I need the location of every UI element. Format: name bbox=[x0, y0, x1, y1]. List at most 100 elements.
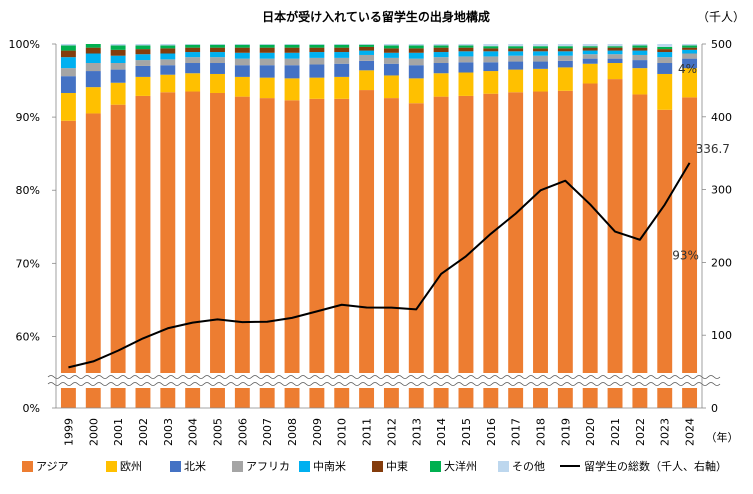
bar-segment-1999-北米 bbox=[60, 76, 76, 93]
bar-segment-2010-北米 bbox=[334, 63, 350, 77]
bar-segment-2018-北米 bbox=[533, 61, 548, 69]
bar-segment-2000-アフリカ bbox=[85, 63, 101, 72]
x-axis-tick-label: 2010 bbox=[336, 418, 349, 446]
bar-segment-2017-アフリカ bbox=[508, 55, 524, 62]
bar-segment-2022-中東 bbox=[632, 47, 648, 51]
bar-segment-2006-欧州 bbox=[234, 76, 250, 97]
legend-label-大洋州: 大洋州 bbox=[444, 459, 477, 473]
bar-segment-1999-中東 bbox=[60, 50, 76, 58]
bar-segment-2004-中南米 bbox=[185, 52, 201, 58]
chart-title: 日本が受け入れている留学生の出身地構成 bbox=[262, 9, 490, 24]
bar-segment-2016-北米 bbox=[483, 62, 499, 72]
bar-segment-2016-中東 bbox=[483, 48, 499, 52]
bar-segment-2011-大洋州 bbox=[359, 44, 375, 47]
bar-segment-2011-北米 bbox=[359, 60, 375, 71]
bar-segment-2007-その他 bbox=[259, 44, 275, 45]
bar-segment-2012-欧州 bbox=[383, 75, 399, 99]
x-axis-tick-label: 2000 bbox=[87, 418, 100, 446]
bar-segment-2019-中南米 bbox=[557, 51, 573, 56]
x-axis-tick-label: 2020 bbox=[584, 418, 597, 446]
bar-base-stub-2004 bbox=[185, 388, 201, 408]
bar-segment-2018-アフリカ bbox=[533, 55, 548, 62]
bar-segment-2017-その他 bbox=[508, 44, 524, 47]
legend-swatch-中東 bbox=[372, 461, 383, 472]
bar-segment-2023-北米 bbox=[657, 63, 673, 74]
bar-segment-2005-その他 bbox=[210, 44, 225, 45]
bar-segment-2020-中南米 bbox=[582, 50, 598, 55]
x-axis-tick-label: 2022 bbox=[634, 418, 647, 446]
bar-segment-2021-アジア bbox=[607, 79, 623, 374]
bar-segment-2018-その他 bbox=[533, 44, 548, 47]
bar-segment-2014-アジア bbox=[433, 96, 449, 373]
bar-segment-2001-欧州 bbox=[110, 82, 126, 105]
bar-segment-2012-アフリカ bbox=[383, 57, 399, 64]
bar-segment-2001-その他 bbox=[110, 44, 126, 46]
bar-segment-2004-欧州 bbox=[185, 73, 201, 92]
bar-segment-2017-大洋州 bbox=[508, 46, 524, 49]
bar-segment-2010-アジア bbox=[334, 98, 350, 373]
bar-segment-2008-大洋州 bbox=[284, 44, 300, 48]
x-axis-tick-label: 2019 bbox=[559, 418, 572, 446]
bar-segment-2007-北米 bbox=[259, 65, 275, 78]
bar-segment-2006-中南米 bbox=[234, 52, 250, 59]
bar-segment-2018-中東 bbox=[533, 48, 548, 52]
left-axis-tick-label: 90% bbox=[16, 111, 40, 124]
bar-segment-2015-欧州 bbox=[458, 72, 474, 96]
asia-share-annotation: 93% bbox=[672, 248, 699, 262]
bar-segment-2005-北米 bbox=[210, 63, 225, 74]
bar-segment-2019-大洋州 bbox=[557, 46, 573, 49]
bar-segment-2020-アフリカ bbox=[582, 54, 598, 59]
bar-segment-2000-中東 bbox=[85, 47, 101, 54]
bar-segment-2022-アジア bbox=[632, 94, 648, 374]
bar-segment-2004-その他 bbox=[185, 44, 201, 45]
bar-segment-2017-欧州 bbox=[508, 69, 524, 93]
x-axis-tick-label: 2017 bbox=[510, 418, 523, 446]
bar-segment-2012-中東 bbox=[383, 48, 399, 53]
bar-segment-2017-北米 bbox=[508, 61, 524, 70]
bar-segment-2006-大洋州 bbox=[234, 44, 250, 48]
bar-segment-2010-中南米 bbox=[334, 52, 350, 58]
bar-segment-2009-北米 bbox=[309, 64, 325, 78]
bar-segment-1999-大洋州 bbox=[60, 45, 76, 51]
bar-segment-2017-中南米 bbox=[508, 51, 524, 56]
bar-base-stub-2010 bbox=[334, 388, 350, 408]
bar-base-stub-2008 bbox=[284, 388, 300, 408]
bar-base-stub-2024 bbox=[682, 388, 698, 408]
legend-swatch-中南米 bbox=[299, 461, 310, 472]
legend-swatch-欧州 bbox=[106, 461, 117, 472]
bar-segment-2015-北米 bbox=[458, 62, 474, 73]
bar-segment-2010-欧州 bbox=[334, 76, 350, 99]
bar-segment-2019-欧州 bbox=[557, 67, 573, 91]
bar-segment-2024-北米 bbox=[682, 58, 698, 69]
bar-segment-2003-アフリカ bbox=[160, 59, 176, 66]
bar-segment-2021-その他 bbox=[607, 44, 623, 47]
bar-base-stub-2022 bbox=[632, 388, 648, 408]
x-axis-tick-label: 1999 bbox=[62, 418, 75, 446]
bar-segment-2002-欧州 bbox=[135, 76, 151, 96]
x-axis-tick-label: 2005 bbox=[212, 418, 225, 446]
bar-segment-2022-中南米 bbox=[632, 50, 648, 55]
bar-segment-2010-その他 bbox=[334, 44, 350, 45]
bar-segment-2002-その他 bbox=[135, 44, 151, 46]
x-axis-tick-label: 2009 bbox=[311, 418, 324, 446]
bar-segment-2024-中東 bbox=[682, 47, 698, 50]
bar-segment-2001-中東 bbox=[110, 49, 126, 56]
bar-segment-2017-アジア bbox=[508, 92, 524, 374]
bar-segment-2005-欧州 bbox=[210, 73, 225, 93]
bar-segment-2021-大洋州 bbox=[607, 46, 623, 48]
bar-segment-2004-アフリカ bbox=[185, 57, 201, 64]
bar-segment-2014-北米 bbox=[433, 63, 449, 74]
bar-segment-2014-中南米 bbox=[433, 52, 449, 58]
bar-base-stub-2009 bbox=[309, 388, 325, 408]
bar-segment-2002-北米 bbox=[135, 65, 151, 77]
bar-segment-2013-その他 bbox=[408, 44, 424, 46]
bar-segment-2008-アフリカ bbox=[284, 58, 300, 66]
x-axis-tick-label: 2002 bbox=[137, 418, 150, 446]
right-axis-tick-label: 100 bbox=[711, 329, 732, 342]
bar-segment-2005-中東 bbox=[210, 47, 225, 53]
left-axis-tick-label: 60% bbox=[16, 330, 40, 343]
bar-segment-2018-大洋州 bbox=[533, 46, 548, 49]
axis-break-gap bbox=[48, 374, 710, 387]
legend-label-北米: 北米 bbox=[184, 460, 206, 473]
bar-segment-2001-北米 bbox=[110, 69, 126, 83]
